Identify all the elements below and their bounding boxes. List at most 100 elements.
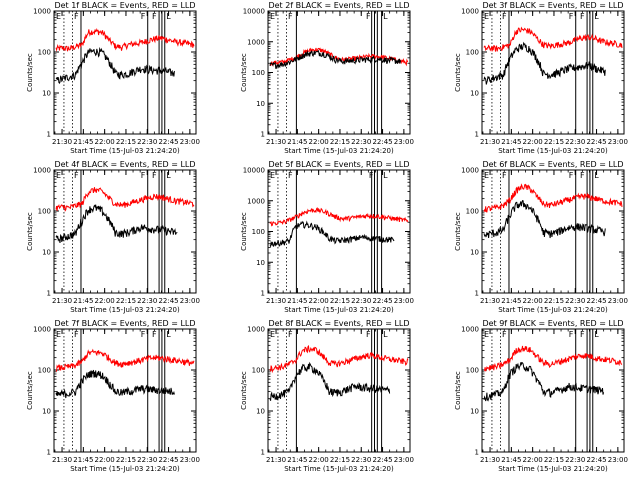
y-tick-label: 100 — [252, 69, 265, 77]
y-tick-label: 100 — [466, 49, 479, 57]
x-tick-label: 22:15 — [330, 297, 350, 305]
y-tick-label: 10 — [42, 90, 51, 98]
x-axis-label: Start Time (15-Jul-03 21:24:20) — [498, 147, 608, 155]
marker-label: L — [383, 12, 388, 21]
x-tick-label: 22:45 — [372, 297, 392, 305]
y-tick-label: 1 — [475, 449, 479, 457]
events-series-black — [55, 369, 175, 399]
marker-label: F — [152, 330, 157, 339]
panel-det-6: Det 6f BLACK = Events, RED = LLD 1 10 100 10… — [454, 160, 628, 314]
marker-label: F — [74, 330, 79, 339]
marker-label: F — [152, 12, 157, 21]
marker-label: F — [580, 12, 585, 21]
x-tick-label: 22:00 — [309, 456, 329, 464]
x-tick-label: 21:30 — [266, 297, 286, 305]
marker-label: E — [270, 12, 275, 21]
x-tick-label: 22:00 — [95, 297, 115, 305]
lld-series-red — [55, 28, 195, 52]
x-tick-label: 23:00 — [394, 138, 414, 146]
y-axis-label: Counts/sec — [454, 371, 462, 410]
x-tick-label: 22:00 — [95, 456, 115, 464]
lld-series-red — [269, 47, 409, 67]
x-tick-label: 22:15 — [544, 456, 564, 464]
x-tick-label: 22:15 — [116, 138, 136, 146]
panel-title: Det 4f BLACK = Events, RED = LLD — [54, 160, 195, 169]
marker-label: L — [383, 330, 388, 339]
marker-label: F — [569, 171, 574, 180]
marker-label: F — [74, 12, 79, 21]
x-tick-label: 22:30 — [565, 138, 585, 146]
events-series-black — [483, 361, 605, 402]
events-series-black — [269, 49, 402, 69]
lld-series-red — [483, 183, 623, 213]
marker-label: F — [152, 171, 157, 180]
y-tick-label: 100 — [466, 367, 479, 375]
marker-label: F — [366, 12, 371, 21]
x-tick-label: 23:00 — [394, 297, 414, 305]
plot-frame — [267, 328, 411, 453]
y-axis-label: Counts/sec — [26, 53, 34, 92]
marker-label: F — [141, 171, 146, 180]
y-axis-label: Counts/sec — [240, 53, 248, 92]
x-tick-label: 21:30 — [480, 456, 500, 464]
y-tick-label: 10 — [42, 408, 51, 416]
x-tick-label: 21:30 — [52, 456, 72, 464]
x-tick-label: 22:00 — [309, 138, 329, 146]
x-tick-label: 21:45 — [501, 138, 521, 146]
plot-frame — [53, 169, 197, 294]
x-tick-label: 22:45 — [586, 297, 606, 305]
events-series-black — [483, 41, 606, 85]
panel-title: Det 8f BLACK = Events, RED = LLD — [268, 319, 409, 328]
x-tick-label: 21:30 — [480, 297, 500, 305]
x-axis-label: Start Time (15-Jul-03 21:24:20) — [70, 465, 180, 473]
y-tick-label: 1 — [261, 131, 265, 139]
y-tick-label: 1000 — [461, 167, 479, 175]
x-axis-label: Start Time (15-Jul-03 21:24:20) — [498, 465, 608, 473]
marker-label: E — [56, 330, 61, 339]
x-tick-label: 22:30 — [565, 456, 585, 464]
panel-title: Det 6f BLACK = Events, RED = LLD — [482, 160, 623, 169]
y-tick-label: 1 — [47, 290, 51, 298]
y-tick-label: 1000 — [33, 326, 51, 334]
y-tick-label: 1 — [475, 131, 479, 139]
lld-series-red — [55, 348, 195, 372]
lld-series-red — [269, 344, 409, 374]
x-tick-label: 21:45 — [73, 138, 93, 146]
x-tick-label: 21:30 — [52, 297, 72, 305]
x-tick-label: 22:30 — [351, 456, 371, 464]
marker-label: F — [569, 330, 574, 339]
x-tick-label: 22:30 — [351, 138, 371, 146]
y-axis-label: Counts/sec — [26, 371, 34, 410]
marker-label: L — [594, 330, 599, 339]
x-tick-label: 21:45 — [287, 297, 307, 305]
panel-title: Det 2f BLACK = Events, RED = LLD — [268, 1, 409, 10]
marker-label: L — [166, 12, 171, 21]
panel-det-4: Det 4f BLACK = Events, RED = LLD 1 10 100 10… — [26, 160, 200, 314]
marker-label: L — [594, 171, 599, 180]
x-tick-label: 23:00 — [180, 456, 200, 464]
marker-label: E — [484, 171, 489, 180]
x-tick-label: 22:15 — [116, 456, 136, 464]
y-tick-label: 1000 — [247, 197, 265, 205]
y-tick-label: 10 — [256, 100, 265, 108]
panel-det-2: Det 2f BLACK = Events, RED = LLD 1 10 100 10… — [240, 1, 414, 155]
y-tick-label: 10 — [42, 249, 51, 257]
x-tick-label: 21:45 — [287, 138, 307, 146]
x-tick-label: 22:00 — [523, 138, 543, 146]
marker-label: F — [580, 330, 585, 339]
x-axis-label: Start Time (15-Jul-03 21:24:20) — [70, 147, 180, 155]
y-tick-label: 10000 — [243, 8, 265, 16]
x-tick-label: 23:00 — [180, 297, 200, 305]
y-tick-label: 100 — [38, 367, 51, 375]
x-tick-label: 21:45 — [287, 456, 307, 464]
y-tick-label: 100 — [38, 208, 51, 216]
x-tick-label: 22:45 — [586, 456, 606, 464]
marker-label: E — [270, 171, 275, 180]
panel-det-3: Det 3f BLACK = Events, RED = LLD 1 10 100 10… — [454, 1, 628, 155]
plot-frame — [53, 328, 197, 453]
y-tick-label: 1000 — [33, 8, 51, 16]
x-tick-label: 22:45 — [586, 138, 606, 146]
marker-label: F — [580, 171, 585, 180]
y-tick-label: 100 — [252, 367, 265, 375]
x-axis-label: Start Time (15-Jul-03 21:24:20) — [284, 306, 394, 314]
